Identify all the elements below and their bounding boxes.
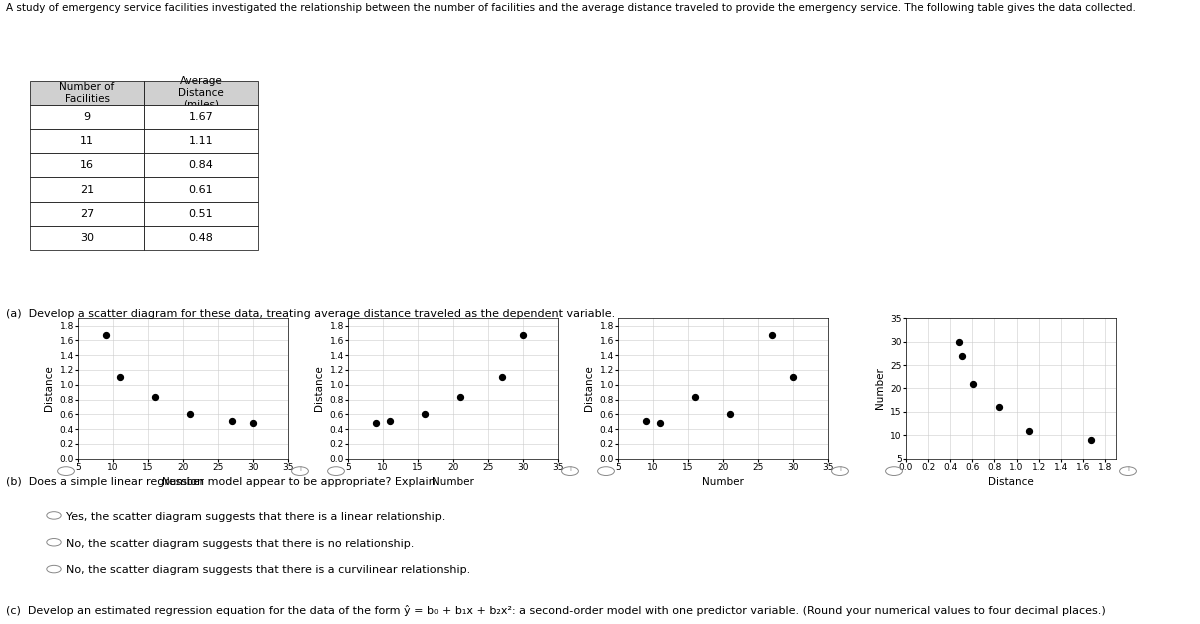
Point bbox=[784, 372, 803, 382]
Point bbox=[244, 418, 263, 428]
X-axis label: Number: Number bbox=[162, 477, 204, 487]
Point bbox=[366, 418, 385, 428]
Point bbox=[514, 330, 533, 340]
Point bbox=[96, 330, 115, 340]
Point bbox=[145, 392, 164, 402]
Y-axis label: Distance: Distance bbox=[44, 366, 54, 411]
Text: A study of emergency service facilities investigated the relationship between th: A study of emergency service facilities … bbox=[6, 3, 1136, 13]
Point bbox=[1081, 435, 1100, 445]
Y-axis label: Distance: Distance bbox=[584, 366, 594, 411]
Text: (b)  Does a simple linear regression model appear to be appropriate? Explain.: (b) Does a simple linear regression mode… bbox=[6, 477, 439, 487]
Text: i: i bbox=[839, 466, 841, 472]
Text: No, the scatter diagram suggests that there is no relationship.: No, the scatter diagram suggests that th… bbox=[66, 539, 414, 548]
Text: (c)  Develop an estimated regression equation for the data of the form ŷ = b₀ + : (c) Develop an estimated regression equa… bbox=[6, 605, 1105, 617]
X-axis label: Number: Number bbox=[432, 477, 474, 487]
Text: No, the scatter diagram suggests that there is a curvilinear relationship.: No, the scatter diagram suggests that th… bbox=[66, 565, 470, 575]
Point bbox=[110, 372, 130, 382]
Point bbox=[380, 416, 400, 426]
Text: i: i bbox=[1127, 466, 1129, 472]
Point bbox=[222, 416, 241, 426]
Point bbox=[492, 372, 511, 382]
Point bbox=[685, 392, 704, 402]
X-axis label: Distance: Distance bbox=[988, 477, 1034, 487]
Point bbox=[450, 392, 469, 402]
Text: (a)  Develop a scatter diagram for these data, treating average distance travele: (a) Develop a scatter diagram for these … bbox=[6, 309, 616, 319]
Text: i: i bbox=[569, 466, 571, 472]
Point bbox=[720, 409, 739, 419]
Point bbox=[949, 337, 968, 347]
Y-axis label: Distance: Distance bbox=[314, 366, 324, 411]
Point bbox=[636, 416, 655, 426]
Point bbox=[953, 351, 972, 361]
Point bbox=[964, 379, 983, 389]
Text: Yes, the scatter diagram suggests that there is a linear relationship.: Yes, the scatter diagram suggests that t… bbox=[66, 512, 445, 522]
Text: i: i bbox=[299, 466, 301, 472]
Point bbox=[762, 330, 781, 340]
Point bbox=[1019, 426, 1038, 436]
X-axis label: Number: Number bbox=[702, 477, 744, 487]
Point bbox=[650, 418, 670, 428]
Point bbox=[180, 409, 199, 419]
Y-axis label: Number: Number bbox=[875, 368, 884, 409]
Point bbox=[415, 409, 434, 419]
Point bbox=[989, 402, 1008, 412]
